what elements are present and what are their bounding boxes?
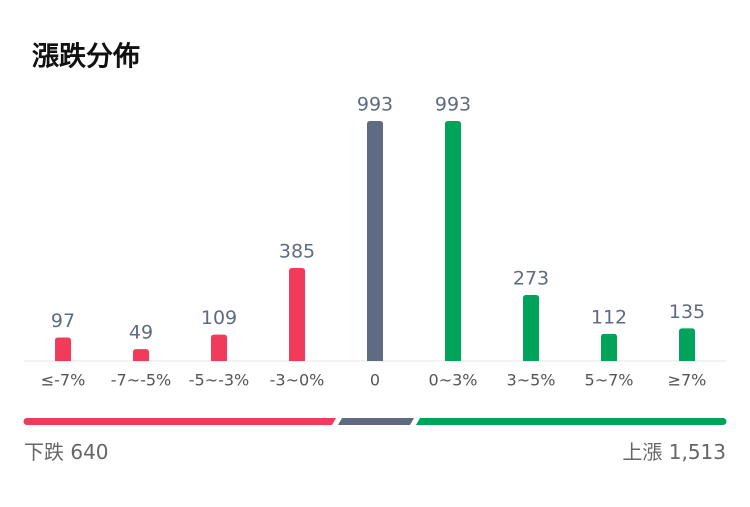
up-label: 上漲 — [622, 440, 662, 464]
x-tick-label: ≤-7% — [41, 371, 86, 390]
bar — [211, 334, 227, 361]
flat-segment — [338, 418, 414, 425]
value-label: 993 — [435, 94, 471, 116]
value-label: 273 — [513, 268, 549, 290]
up-value: 1,513 — [669, 440, 726, 464]
down-value: 640 — [70, 440, 108, 464]
bar — [133, 349, 149, 361]
x-tick-label: -7~-5% — [111, 371, 172, 390]
bar — [55, 337, 71, 361]
x-tick-label: -3~0% — [270, 371, 325, 390]
x-tick-label: 3~5% — [507, 371, 556, 390]
chart-title: 漲跌分佈 — [32, 41, 140, 73]
up-summary: 上漲 1,513 — [622, 440, 726, 464]
value-label: 109 — [201, 307, 237, 329]
x-tick-label: ≥7% — [668, 371, 707, 390]
value-label: 135 — [669, 301, 705, 323]
bar — [523, 295, 539, 361]
down-segment — [23, 418, 336, 425]
value-label: 993 — [357, 94, 393, 116]
x-tick-label: 0~3% — [429, 371, 478, 390]
up-segment — [416, 418, 727, 425]
value-label: 385 — [279, 240, 315, 262]
bar — [679, 328, 695, 361]
x-tick-label: -5~-3% — [189, 371, 250, 390]
x-tick-label: 5~7% — [585, 371, 634, 390]
bar — [367, 121, 383, 361]
value-label: 112 — [591, 306, 627, 328]
down-label: 下跌 — [24, 440, 64, 464]
down-summary: 下跌 640 — [24, 440, 109, 464]
bar — [601, 333, 617, 361]
bar — [445, 121, 461, 361]
bar — [289, 267, 305, 361]
value-label: 49 — [129, 322, 153, 344]
x-tick-label: 0 — [370, 371, 380, 390]
value-label: 97 — [51, 310, 75, 332]
